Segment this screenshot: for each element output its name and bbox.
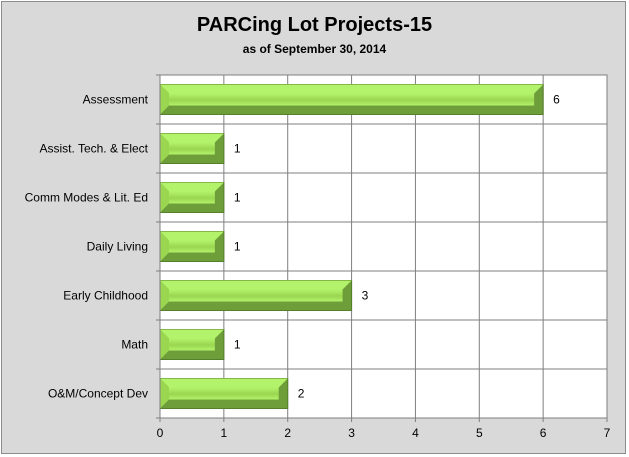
bar-bevel-left (160, 378, 169, 409)
x-tick-label: 1 (221, 426, 228, 440)
data-label: 6 (553, 93, 560, 107)
bar-face (169, 289, 343, 302)
data-label: 1 (234, 338, 241, 352)
bar-bevel-left (160, 133, 169, 164)
x-tick-label: 7 (604, 426, 611, 440)
category-label: Math (121, 338, 148, 352)
category-label: Early Childhood (63, 289, 148, 303)
bar-face (169, 240, 215, 253)
bar-bevel-left (160, 84, 169, 115)
bar-bevel-top (160, 280, 352, 290)
x-tick-label: 4 (412, 426, 419, 440)
bar-bevel-left (160, 231, 169, 262)
data-label: 1 (234, 240, 241, 254)
bar-bevel-top (160, 182, 224, 192)
bar-face (169, 387, 279, 400)
chart-title: PARCing Lot Projects-15 (196, 14, 433, 36)
x-tick-label: 3 (348, 426, 355, 440)
category-label: Assist. Tech. & Elect (40, 142, 149, 156)
data-label: 2 (298, 387, 305, 401)
bar-bevel-left (160, 280, 169, 311)
bar-bevel-top (160, 329, 224, 339)
bar-face (169, 142, 215, 155)
category-label: Assessment (83, 93, 149, 107)
category-label: O&M/Concept Dev (48, 387, 148, 401)
bar-bevel-top (160, 84, 544, 94)
x-tick-label: 2 (284, 426, 291, 440)
data-label: 1 (234, 142, 241, 156)
plot-border (159, 74, 608, 419)
bar-bevel-top (160, 378, 288, 388)
plot-area (160, 75, 607, 418)
data-label: 1 (234, 191, 241, 205)
bar-face (169, 338, 215, 351)
data-label: 3 (362, 289, 369, 303)
bar-bevel-left (160, 329, 169, 360)
bar-face (169, 93, 535, 106)
bar-bevel-top (160, 231, 224, 241)
bar-bevel-left (160, 182, 169, 213)
x-tick-label: 5 (476, 426, 483, 440)
bar-bevel-top (160, 133, 224, 143)
chart-subtitle: as of September 30, 2014 (242, 42, 387, 56)
bar-face (169, 191, 215, 204)
category-label: Comm Modes & Lit. Ed (25, 191, 148, 205)
x-tick-label: 6 (540, 426, 547, 440)
x-tick-label: 0 (157, 426, 164, 440)
category-label: Daily Living (87, 240, 148, 254)
